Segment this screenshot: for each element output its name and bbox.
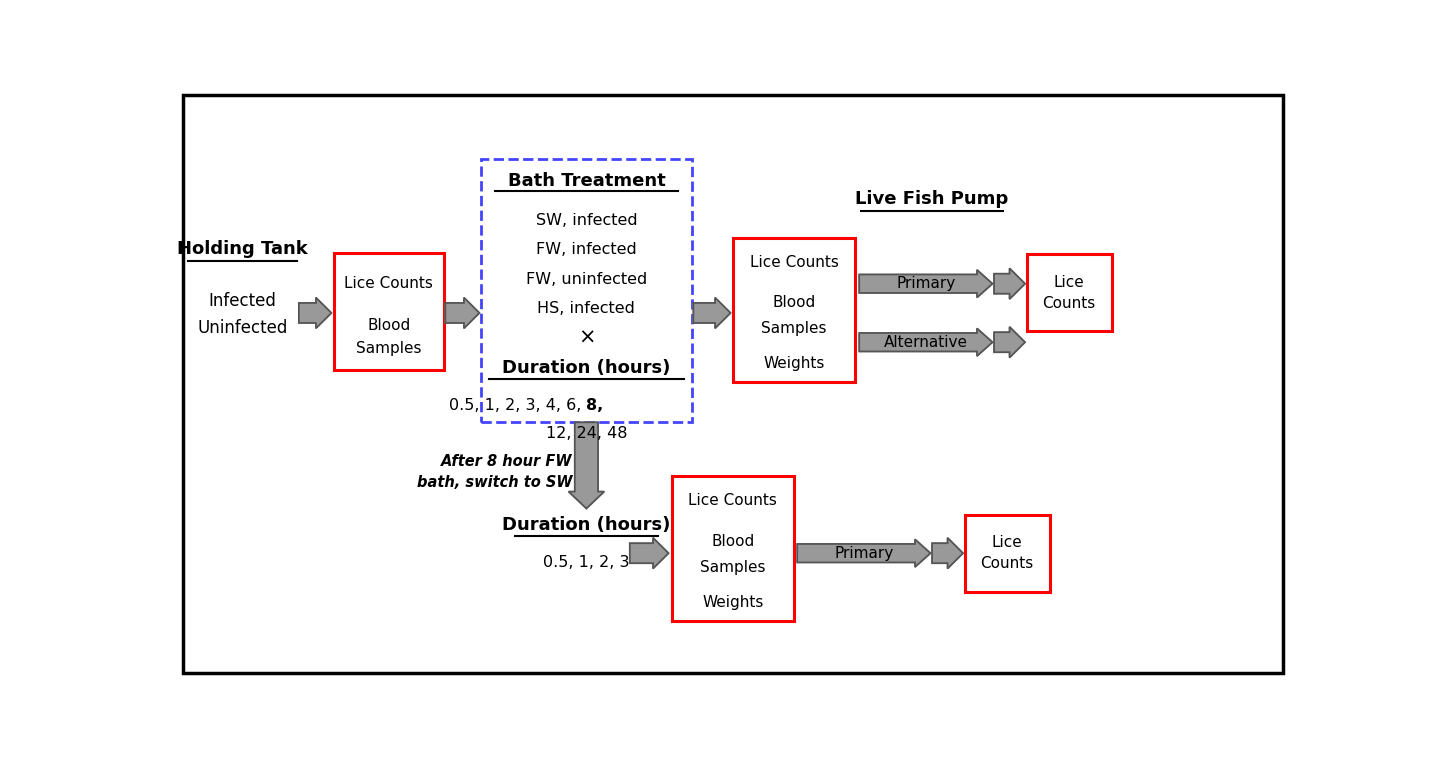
FancyBboxPatch shape: [183, 95, 1283, 673]
Text: Samples: Samples: [701, 560, 765, 575]
FancyArrow shape: [445, 298, 479, 328]
Text: Samples: Samples: [761, 321, 827, 336]
Text: Holding Tank: Holding Tank: [177, 240, 307, 258]
Text: Duration (hours): Duration (hours): [502, 359, 671, 378]
Text: 12, 24, 48: 12, 24, 48: [546, 426, 628, 441]
Text: Live Fish Pump: Live Fish Pump: [855, 190, 1008, 208]
Text: Blood: Blood: [711, 534, 755, 549]
FancyBboxPatch shape: [732, 238, 855, 382]
Text: Bath Treatment: Bath Treatment: [508, 172, 665, 189]
Text: FW, uninfected: FW, uninfected: [526, 271, 646, 287]
Text: Lice
Counts: Lice Counts: [981, 535, 1034, 572]
Text: Samples: Samples: [356, 341, 422, 356]
FancyBboxPatch shape: [672, 477, 794, 621]
Text: Lice
Counts: Lice Counts: [1042, 275, 1095, 311]
FancyArrow shape: [994, 268, 1025, 299]
FancyArrow shape: [994, 327, 1025, 358]
Text: Primary: Primary: [834, 546, 894, 561]
Text: HS, infected: HS, infected: [538, 301, 635, 316]
FancyArrow shape: [569, 423, 605, 508]
FancyArrow shape: [694, 298, 731, 328]
Text: Lice Counts: Lice Counts: [749, 255, 838, 270]
FancyBboxPatch shape: [965, 515, 1050, 592]
Text: After 8 hour FW
bath, switch to SW: After 8 hour FW bath, switch to SW: [418, 454, 572, 489]
Text: 8,: 8,: [586, 398, 603, 413]
FancyArrow shape: [629, 538, 669, 568]
FancyArrow shape: [932, 538, 962, 568]
Text: Primary: Primary: [897, 276, 955, 291]
Text: SW, infected: SW, infected: [536, 213, 638, 228]
Text: 0.5, 1, 2, 3: 0.5, 1, 2, 3: [543, 555, 629, 570]
Text: Lice Counts: Lice Counts: [688, 493, 778, 508]
FancyArrow shape: [797, 540, 931, 567]
Text: 0.5, 1, 2, 3, 4, 6,: 0.5, 1, 2, 3, 4, 6,: [449, 398, 586, 413]
Text: Uninfected: Uninfected: [197, 319, 287, 337]
Text: Blood: Blood: [772, 295, 815, 310]
FancyBboxPatch shape: [333, 253, 443, 370]
FancyBboxPatch shape: [1027, 255, 1113, 331]
Text: FW, infected: FW, infected: [536, 242, 636, 258]
Text: Infected: Infected: [209, 292, 276, 309]
Text: Blood: Blood: [368, 318, 410, 333]
Text: Alternative: Alternative: [884, 334, 968, 350]
Text: Weights: Weights: [764, 356, 825, 371]
Text: Lice Counts: Lice Counts: [345, 276, 433, 291]
FancyArrow shape: [859, 328, 992, 356]
Text: Duration (hours): Duration (hours): [502, 517, 671, 534]
FancyArrow shape: [299, 298, 332, 328]
FancyArrow shape: [859, 270, 992, 298]
Text: ×: ×: [578, 328, 595, 347]
FancyBboxPatch shape: [480, 159, 692, 423]
Text: Weights: Weights: [702, 594, 764, 610]
